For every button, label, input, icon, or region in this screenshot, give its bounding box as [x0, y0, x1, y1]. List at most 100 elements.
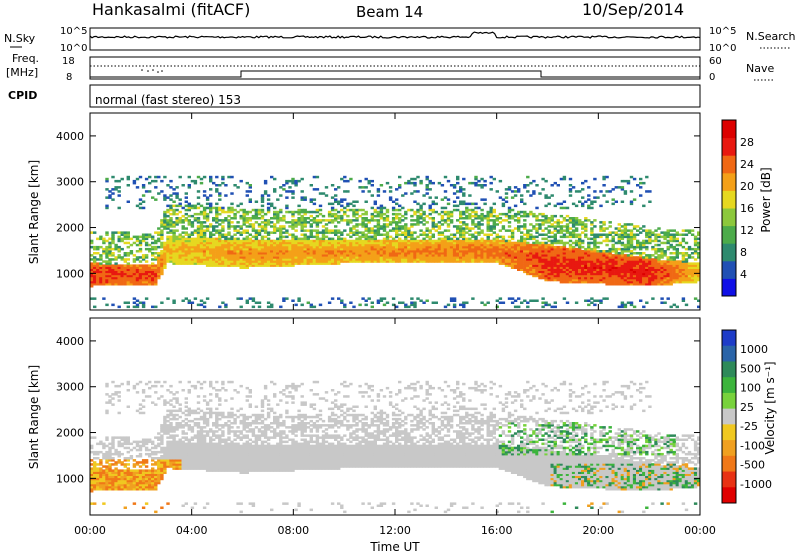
- power-cell: [300, 250, 304, 253]
- power-cell: [495, 254, 499, 257]
- power-cell: [285, 254, 289, 257]
- power-cell: [547, 235, 551, 239]
- power-cell: [239, 243, 243, 247]
- power-cell: [681, 268, 686, 271]
- power-cell: [202, 247, 207, 251]
- power-cell: [452, 233, 457, 236]
- power-cell: [483, 233, 487, 236]
- power-cell: [346, 241, 350, 245]
- power-cell: [309, 262, 313, 265]
- power-cell: [642, 274, 646, 278]
- power-cell: [312, 239, 317, 243]
- power-cell: [465, 225, 469, 228]
- power-cell: [282, 258, 286, 261]
- power-cell: [230, 210, 234, 214]
- power-cell: [632, 247, 637, 251]
- power-cell: [541, 256, 545, 259]
- power-cell: [227, 223, 231, 226]
- power-cell: [538, 268, 542, 271]
- power-cell: [395, 214, 399, 218]
- power-cell: [510, 266, 515, 269]
- power-cell: [498, 258, 503, 261]
- power-cell: [608, 268, 612, 271]
- power-cell: [657, 272, 661, 276]
- power-cell: [105, 280, 109, 284]
- power-cell: [477, 260, 481, 263]
- power-cell: [626, 233, 631, 236]
- power-cell: [501, 225, 506, 228]
- power-cell: [260, 227, 265, 230]
- power-cell: [254, 245, 259, 249]
- power-cell: [291, 256, 295, 259]
- power-cell: [544, 278, 548, 282]
- power-cell: [120, 239, 124, 243]
- power-cell: [507, 206, 512, 210]
- power-cell: [254, 233, 259, 236]
- power-cell: [489, 175, 493, 179]
- velocity-cell: [90, 469, 94, 472]
- power-cell: [614, 252, 618, 255]
- power-cell: [663, 280, 667, 284]
- power-cell: [681, 270, 686, 274]
- power-cell: [468, 208, 472, 212]
- power-cell: [413, 247, 417, 251]
- power-cell: [230, 262, 234, 265]
- power-cell: [599, 204, 603, 208]
- power-cell: [181, 254, 185, 257]
- power-cell: [343, 305, 347, 309]
- power-cell: [346, 202, 350, 206]
- power-cell: [111, 231, 115, 234]
- power-cell: [639, 256, 643, 259]
- power-cell: [693, 268, 698, 271]
- power-cell: [675, 264, 679, 267]
- power-cell: [526, 212, 530, 216]
- power-cell: [96, 274, 100, 278]
- power-cell: [273, 214, 277, 218]
- power-cell: [568, 190, 573, 193]
- colorbar-frame: [721, 119, 737, 297]
- power-cell: [318, 212, 323, 216]
- power-cell: [172, 210, 176, 214]
- power-cell: [657, 264, 661, 267]
- power-cell: [358, 258, 362, 261]
- power-cell: [187, 219, 191, 222]
- power-cell: [571, 260, 576, 263]
- power-cell: [602, 278, 606, 282]
- power-cell: [666, 235, 670, 239]
- power-cell: [568, 194, 573, 197]
- power-cell: [370, 229, 374, 232]
- power-cell: [148, 268, 152, 271]
- power-cell: [675, 262, 679, 265]
- power-cell: [230, 243, 234, 247]
- power-cell: [330, 256, 335, 259]
- power-cell: [666, 278, 670, 282]
- power-cell: [574, 221, 579, 224]
- power-cell: [105, 274, 109, 278]
- power-cell: [279, 210, 283, 214]
- power-cell: [474, 245, 478, 249]
- power-cell: [221, 181, 225, 185]
- power-cell: [291, 225, 295, 228]
- power-cell: [254, 256, 259, 259]
- power-cell: [553, 278, 557, 282]
- power-cell: [117, 280, 121, 284]
- power-cell: [486, 247, 490, 251]
- power-cell: [398, 256, 402, 259]
- power-cell: [385, 250, 390, 253]
- power-cell: [639, 194, 643, 197]
- power-cell: [440, 198, 445, 201]
- power-cell: [93, 278, 97, 282]
- power-cell: [626, 270, 631, 274]
- power-cell: [517, 221, 521, 224]
- power-cell: [398, 229, 402, 232]
- power-cell: [346, 223, 350, 226]
- power-cell: [422, 231, 426, 234]
- power-cell: [456, 256, 460, 259]
- power-cell: [523, 299, 527, 302]
- power-cell: [303, 198, 307, 201]
- power-cell: [571, 250, 576, 253]
- power-cell: [449, 252, 454, 255]
- power-cell: [370, 219, 374, 222]
- power-cell: [239, 227, 243, 230]
- power-cell: [263, 262, 268, 265]
